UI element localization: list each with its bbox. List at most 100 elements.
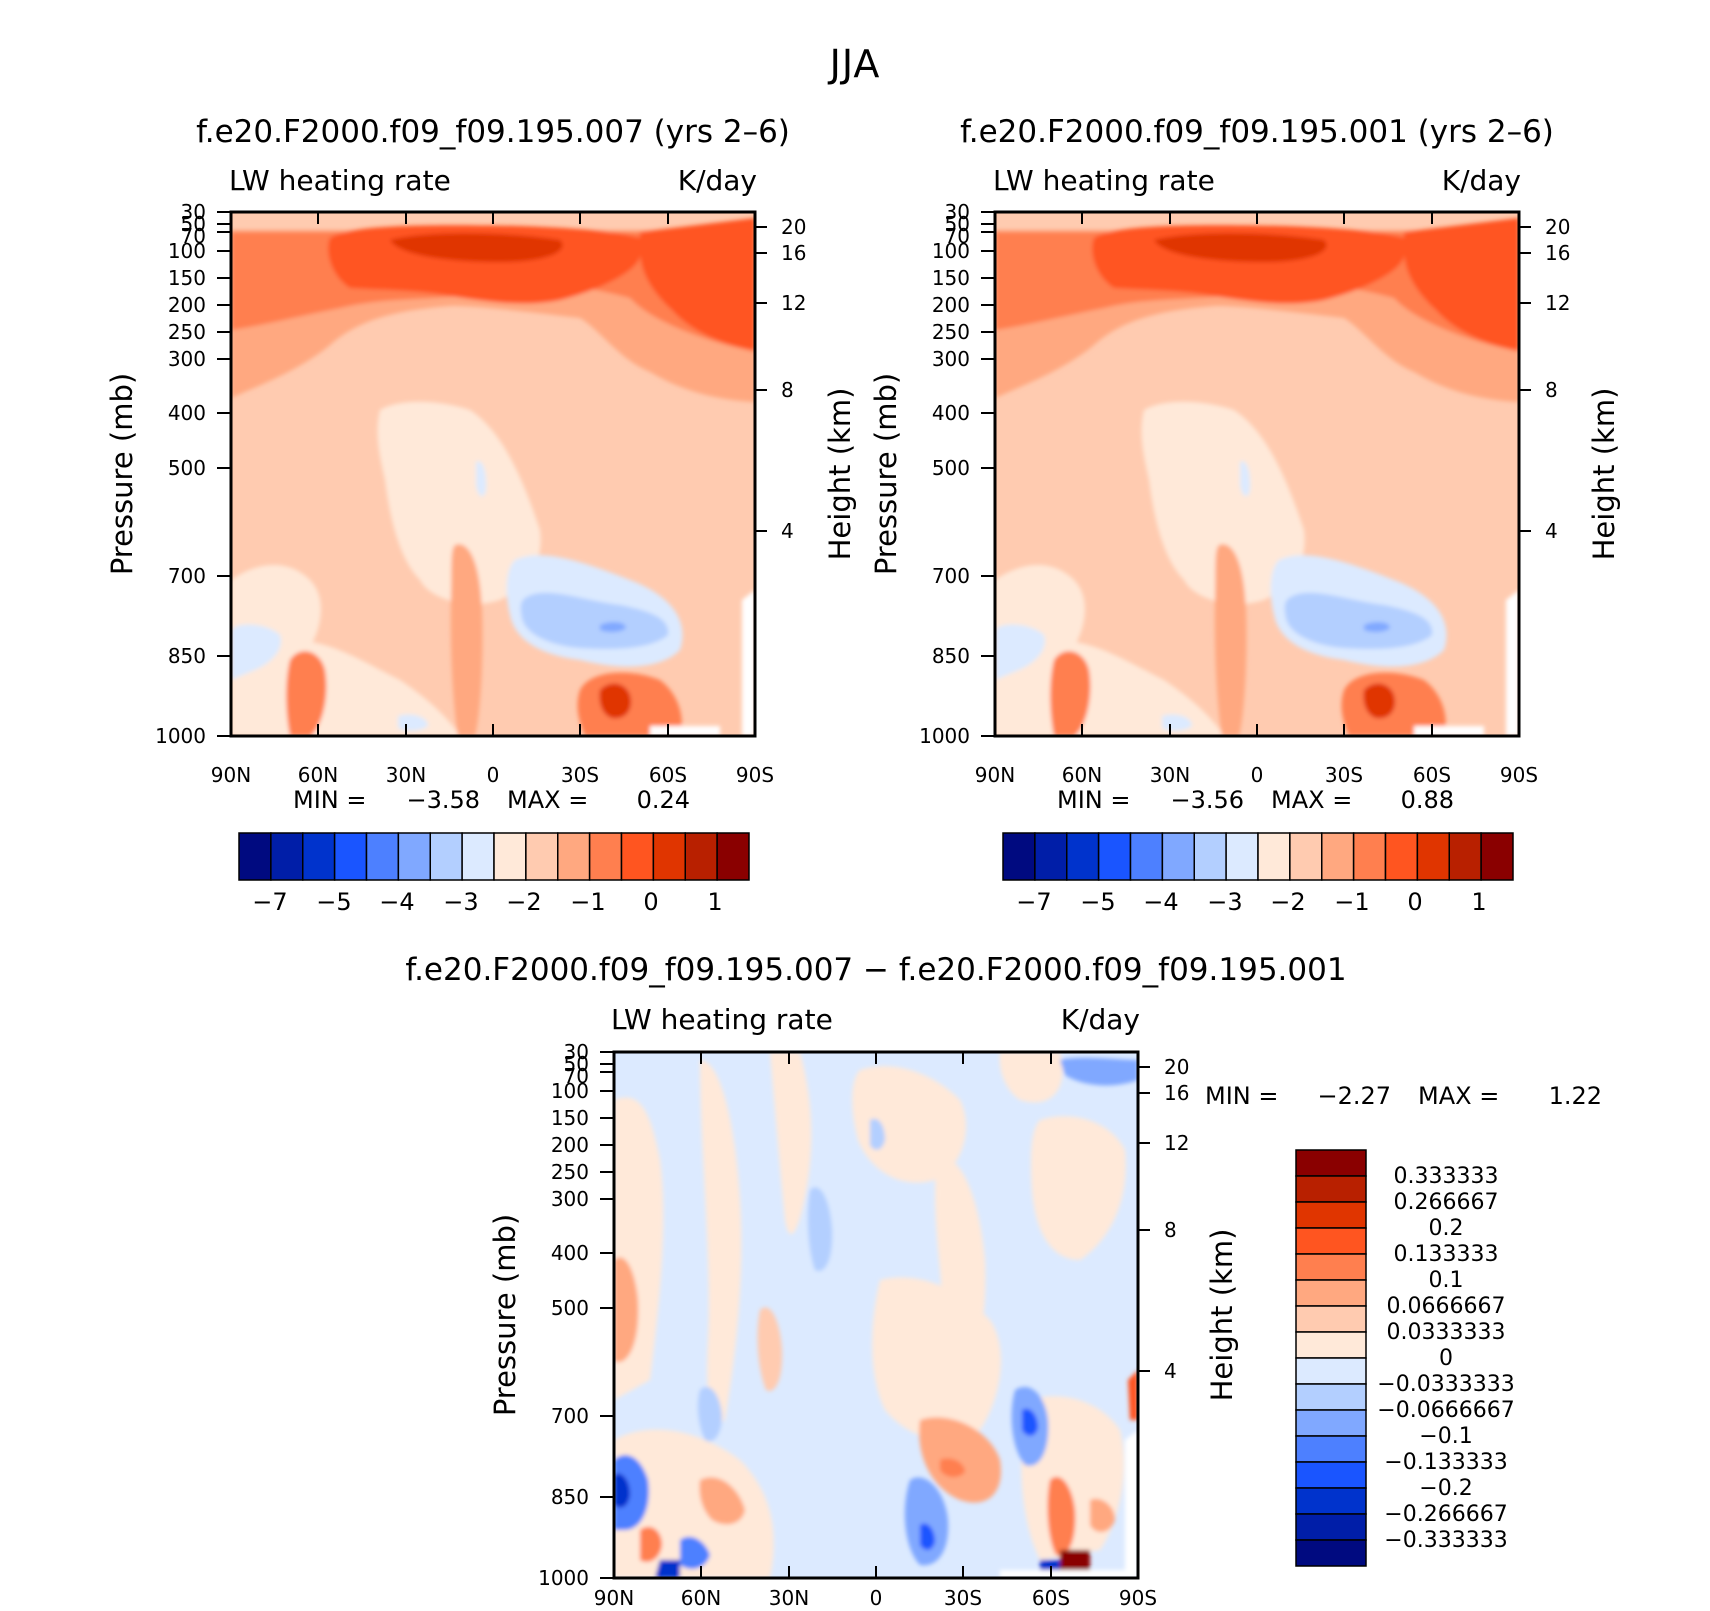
- x-tick-label: 90S: [1119, 1586, 1157, 1610]
- y-tick-label: 400: [551, 1241, 589, 1265]
- y-tick-label: 1000: [538, 1566, 589, 1590]
- y-tick-label: 250: [551, 1160, 589, 1184]
- y-tick-label: 150: [551, 1106, 589, 1130]
- colorbar-swatch: [1161, 832, 1195, 881]
- x-tick-label: 90S: [736, 763, 774, 787]
- colorbar-label: −2: [1270, 888, 1305, 916]
- max-value: 0.88: [1401, 786, 1454, 814]
- y2-tick-label: 8: [1545, 378, 1558, 402]
- y2-tick-label: 20: [1545, 215, 1570, 239]
- max-label: MAX =: [1271, 786, 1352, 814]
- max-value: 1.22: [1549, 1082, 1602, 1110]
- colorbar-swatch: [684, 832, 718, 881]
- panel-difference: f.e20.F2000.f09_f09.195.007 − f.e20.F200…: [405, 952, 1602, 1610]
- colorbar-label: −3: [443, 888, 478, 916]
- y-tick-label: 50: [564, 1052, 589, 1076]
- max-label: MAX =: [1418, 1082, 1499, 1110]
- y2-tick-label: 16: [1545, 241, 1570, 265]
- colorbar-swatch: [1295, 1149, 1367, 1177]
- colorbar-label: −4: [1143, 888, 1178, 916]
- panel-title: f.e20.F2000.f09_f09.195.007 − f.e20.F200…: [405, 952, 1346, 988]
- colorbar-swatch: [1002, 832, 1036, 881]
- min-label: MIN =: [293, 786, 366, 814]
- colorbar-label: −0.0333333: [1377, 1372, 1514, 1397]
- colorbar-swatch: [1295, 1487, 1367, 1515]
- colorbar-swatch: [1295, 1357, 1367, 1385]
- y-tick-label: 500: [932, 456, 970, 480]
- x-tick-label: 60S: [649, 763, 687, 787]
- colorbar-label: −4: [379, 888, 414, 916]
- colorbar-label: 0: [1439, 1346, 1453, 1371]
- colorbar-swatch: [1352, 832, 1387, 881]
- y2-tick-label: 16: [1164, 1081, 1189, 1105]
- x-tick-label: 0: [487, 763, 500, 787]
- panel-top-left: f.e20.F2000.f09_f09.195.007 (yrs 2–6) LW…: [105, 114, 857, 916]
- colorbar-swatch: [238, 832, 272, 881]
- colorbar-swatch: [1034, 832, 1068, 881]
- colorbar-label: −0.1: [1419, 1424, 1472, 1449]
- y-tick-label: 850: [168, 644, 206, 668]
- colorbar-label: −0.333333: [1384, 1528, 1507, 1553]
- colorbar-label: −5: [1080, 888, 1115, 916]
- colorbar-swatch: [1295, 1227, 1367, 1255]
- y-tick-label: 100: [551, 1079, 589, 1103]
- colorbar-swatch: [1295, 1305, 1367, 1333]
- y-tick-label: 500: [168, 456, 206, 480]
- colorbar-label: −0.2: [1419, 1476, 1472, 1501]
- y-tick-label: 500: [551, 1296, 589, 1320]
- colorbar-swatch: [1225, 832, 1259, 881]
- y-tick-label: 70: [181, 224, 206, 248]
- colorbar-swatch: [461, 832, 495, 881]
- colorbar-swatch: [1295, 1435, 1367, 1463]
- colorbar-swatch: [1066, 832, 1100, 881]
- y-tick-label: 850: [551, 1485, 589, 1509]
- y2-tick-label: 4: [1164, 1359, 1177, 1383]
- y-tick-label: 200: [932, 293, 970, 317]
- variable-label: LW heating rate: [229, 164, 451, 197]
- colorbar-label: 0.133333: [1394, 1242, 1499, 1267]
- y2-tick-label: 4: [781, 519, 794, 543]
- y-tick-label: 400: [168, 401, 206, 425]
- colorbar-swatch: [716, 832, 750, 881]
- x-tick-label: 90N: [975, 763, 1015, 787]
- y-tick-label: 100: [932, 239, 970, 263]
- units-label: K/day: [1442, 164, 1521, 197]
- y-tick-label: 30: [564, 1040, 589, 1064]
- panel-title: f.e20.F2000.f09_f09.195.007 (yrs 2–6): [196, 114, 790, 150]
- colorbar-swatch: [1480, 832, 1514, 881]
- x-tick-label: 90N: [594, 1586, 634, 1610]
- colorbar-label: −1: [570, 888, 605, 916]
- colorbar-swatch: [493, 832, 527, 881]
- colorbar-swatch: [1295, 1461, 1367, 1489]
- contour-field: [614, 1052, 1138, 1578]
- x-tick-label: 30S: [561, 763, 599, 787]
- colorbar-swatch: [1295, 1279, 1367, 1307]
- colorbar-label: 1: [707, 888, 722, 916]
- colorbar-swatch: [333, 832, 368, 881]
- colorbar-label: 0.333333: [1394, 1164, 1499, 1189]
- colorbar-swatch: [557, 832, 591, 881]
- y-tick-label: 100: [168, 239, 206, 263]
- colorbar-swatch: [1384, 832, 1419, 881]
- colorbar-label: −7: [1016, 888, 1051, 916]
- variable-label: LW heating rate: [611, 1003, 833, 1036]
- y-tick-label: 1000: [919, 724, 970, 748]
- colorbar-swatch: [1295, 1383, 1367, 1411]
- colorbar-swatch: [620, 832, 655, 881]
- y-axis-label: Pressure (mb): [488, 1214, 522, 1416]
- y-tick-label: 300: [551, 1187, 589, 1211]
- y2-tick-label: 12: [1545, 291, 1570, 315]
- y2-tick-label: 20: [781, 215, 806, 239]
- colorbar-label: 0.2: [1429, 1216, 1464, 1241]
- x-tick-label: 90S: [1500, 763, 1538, 787]
- y-tick-label: 70: [564, 1064, 589, 1088]
- min-value: −2.27: [1317, 1082, 1391, 1110]
- x-tick-label: 60S: [1032, 1586, 1070, 1610]
- y-tick-label: 150: [932, 266, 970, 290]
- colorbar-label: 0.0333333: [1387, 1320, 1506, 1345]
- colorbar-swatch: [1295, 1201, 1367, 1229]
- y-tick-label: 50: [181, 212, 206, 236]
- colorbar-label: −3: [1207, 888, 1242, 916]
- max-label: MAX =: [507, 786, 588, 814]
